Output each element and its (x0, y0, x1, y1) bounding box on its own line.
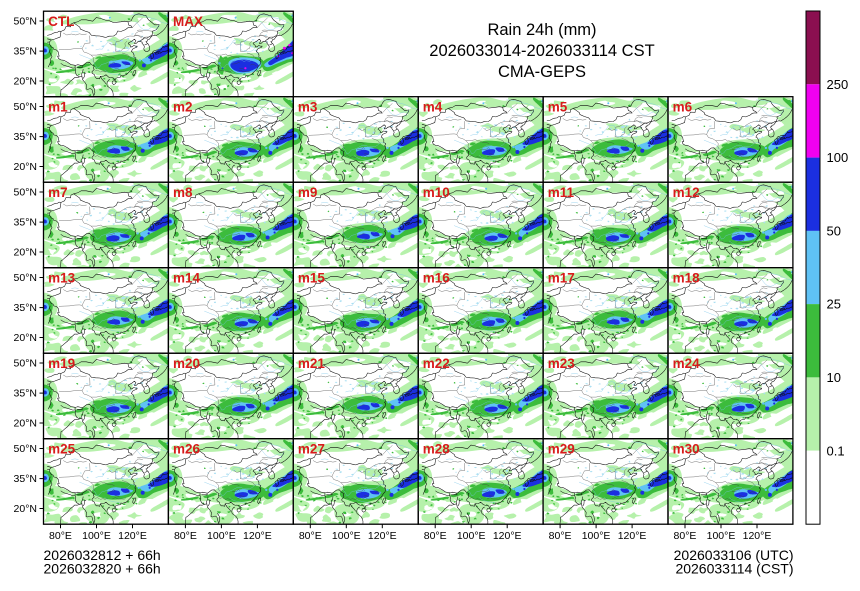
svg-text:m28: m28 (423, 442, 451, 457)
svg-text:80°E: 80°E (174, 530, 197, 542)
svg-text:25: 25 (827, 297, 841, 312)
svg-text:35°N: 35°N (14, 217, 37, 229)
svg-text:250: 250 (827, 77, 849, 92)
svg-text:m21: m21 (298, 356, 326, 371)
svg-text:m29: m29 (548, 442, 575, 457)
svg-text:m14: m14 (173, 271, 201, 286)
svg-text:120°E: 120°E (243, 530, 272, 542)
svg-text:120°E: 120°E (118, 530, 147, 542)
svg-text:80°E: 80°E (674, 530, 697, 542)
svg-text:2026033014-2026033114 CST: 2026033014-2026033114 CST (429, 42, 654, 60)
svg-text:m26: m26 (173, 442, 201, 457)
svg-text:m17: m17 (548, 271, 575, 286)
svg-text:m19: m19 (48, 356, 75, 371)
svg-text:100°E: 100°E (582, 530, 611, 542)
svg-text:CMA-GEPS: CMA-GEPS (498, 63, 586, 81)
svg-text:m16: m16 (423, 271, 451, 286)
svg-text:m12: m12 (673, 185, 700, 200)
svg-text:m10: m10 (423, 185, 450, 200)
svg-text:20°N: 20°N (14, 161, 37, 173)
svg-text:m13: m13 (48, 271, 76, 286)
svg-text:20°N: 20°N (14, 503, 37, 515)
svg-text:20°N: 20°N (14, 418, 37, 430)
svg-text:m11: m11 (548, 185, 575, 200)
svg-text:50°N: 50°N (14, 358, 37, 370)
svg-text:m5: m5 (548, 100, 568, 115)
svg-text:m7: m7 (48, 185, 68, 200)
svg-text:m25: m25 (48, 442, 76, 457)
svg-text:100°E: 100°E (207, 530, 236, 542)
svg-text:50°N: 50°N (14, 16, 37, 28)
svg-text:m18: m18 (673, 271, 701, 286)
svg-text:50°N: 50°N (14, 272, 37, 284)
svg-text:50°N: 50°N (14, 101, 37, 113)
svg-text:120°E: 120°E (368, 530, 397, 542)
svg-text:m27: m27 (298, 442, 325, 457)
svg-text:m6: m6 (673, 100, 693, 115)
svg-text:m15: m15 (298, 271, 326, 286)
svg-text:m3: m3 (298, 100, 318, 115)
svg-text:m2: m2 (173, 100, 193, 115)
svg-text:100°E: 100°E (82, 530, 111, 542)
svg-text:120°E: 120°E (743, 530, 772, 542)
svg-text:2026033114 (CST): 2026033114 (CST) (675, 561, 793, 577)
svg-text:35°N: 35°N (14, 131, 37, 143)
svg-text:100: 100 (827, 150, 849, 165)
svg-text:2026032820 + 66h: 2026032820 + 66h (44, 561, 161, 577)
svg-text:50°N: 50°N (14, 187, 37, 199)
svg-text:Rain 24h (mm): Rain 24h (mm) (487, 21, 596, 39)
svg-text:m30: m30 (673, 442, 700, 457)
svg-text:80°E: 80°E (49, 530, 72, 542)
svg-text:20°N: 20°N (14, 332, 37, 344)
svg-text:50: 50 (827, 224, 841, 239)
svg-text:100°E: 100°E (457, 530, 486, 542)
svg-text:100°E: 100°E (707, 530, 736, 542)
svg-text:100°E: 100°E (332, 530, 361, 542)
svg-text:50°N: 50°N (14, 443, 37, 455)
svg-text:m4: m4 (423, 100, 443, 115)
svg-text:120°E: 120°E (618, 530, 647, 542)
svg-text:80°E: 80°E (549, 530, 572, 542)
svg-text:35°N: 35°N (14, 473, 37, 485)
svg-text:MAX: MAX (173, 14, 203, 29)
svg-text:20°N: 20°N (14, 76, 37, 88)
svg-text:m8: m8 (173, 185, 193, 200)
svg-text:35°N: 35°N (14, 302, 37, 314)
svg-text:m1: m1 (48, 100, 68, 115)
svg-text:120°E: 120°E (493, 530, 522, 542)
svg-text:10: 10 (827, 370, 841, 385)
svg-text:2026032812 + 66h: 2026032812 + 66h (44, 547, 161, 563)
svg-text:35°N: 35°N (14, 46, 37, 58)
svg-text:20°N: 20°N (14, 247, 37, 259)
svg-text:m20: m20 (173, 356, 200, 371)
svg-text:2026033106 (UTC): 2026033106 (UTC) (674, 547, 794, 563)
svg-text:0.1: 0.1 (827, 443, 845, 458)
svg-text:CTL: CTL (48, 14, 74, 29)
svg-text:80°E: 80°E (299, 530, 322, 542)
svg-text:m23: m23 (548, 356, 576, 371)
svg-text:m24: m24 (673, 356, 701, 371)
svg-text:m22: m22 (423, 356, 450, 371)
svg-text:m9: m9 (298, 185, 318, 200)
svg-text:35°N: 35°N (14, 388, 37, 400)
svg-text:80°E: 80°E (424, 530, 447, 542)
